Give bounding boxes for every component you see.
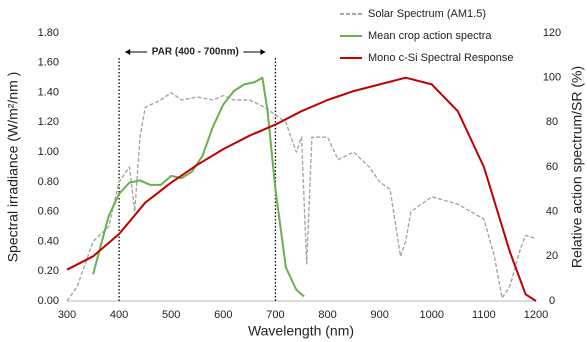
x-tick-label: 400 bbox=[110, 309, 128, 321]
y-axis-title: Spectral irradiance (W/m²/nm ) bbox=[5, 72, 21, 263]
x-tick-label: 500 bbox=[162, 309, 180, 321]
arrow-head bbox=[125, 49, 131, 55]
y-tick-label: 0.60 bbox=[38, 206, 59, 218]
x-tick-label: 700 bbox=[266, 309, 284, 321]
x-axis-title: Wavelength (nm) bbox=[248, 323, 354, 339]
series-line bbox=[66, 76, 537, 302]
y2-tick-label: 120 bbox=[543, 27, 561, 39]
series-line bbox=[66, 91, 537, 302]
annotation: PAR (400 - 700nm) bbox=[152, 47, 239, 58]
x-tick-label: 600 bbox=[214, 309, 232, 321]
legend-label: Mean crop action spectra bbox=[368, 30, 492, 42]
x-tick-label: 1200 bbox=[524, 309, 548, 321]
y-tick-label: 0.80 bbox=[38, 176, 59, 188]
y-tick-label: 0.40 bbox=[38, 235, 59, 247]
y-tick-label: 0.20 bbox=[38, 265, 59, 277]
y2-tick-label: 20 bbox=[546, 250, 558, 262]
y2-axis-title: Relative action spectrum/SR (%) bbox=[569, 66, 585, 268]
y-tick-label: 1.80 bbox=[38, 27, 59, 39]
arrow-head bbox=[260, 49, 266, 55]
y-tick-label: 1.40 bbox=[38, 86, 59, 98]
y-tick-label: 1.60 bbox=[38, 57, 59, 69]
y2-tick-label: 100 bbox=[543, 72, 561, 84]
x-tick-label: 1100 bbox=[472, 309, 496, 321]
y2-tick-label: 0 bbox=[549, 295, 555, 307]
series-line bbox=[92, 76, 305, 298]
legend-label: Solar Spectrum (AM1.5) bbox=[368, 8, 486, 20]
y2-tick-label: 60 bbox=[546, 161, 558, 173]
y2-tick-label: 40 bbox=[546, 206, 558, 218]
legend-label: Mono c-Si Spectral Response bbox=[368, 52, 514, 64]
x-tick-label: 300 bbox=[58, 309, 76, 321]
y-tick-label: 1.20 bbox=[38, 116, 59, 128]
y-tick-label: 0.00 bbox=[38, 295, 59, 307]
y-tick-label: 1.00 bbox=[38, 146, 59, 158]
x-tick-label: 1000 bbox=[420, 309, 444, 321]
x-tick-label: 900 bbox=[370, 309, 388, 321]
y2-tick-label: 80 bbox=[546, 116, 558, 128]
x-tick-label: 800 bbox=[318, 309, 336, 321]
